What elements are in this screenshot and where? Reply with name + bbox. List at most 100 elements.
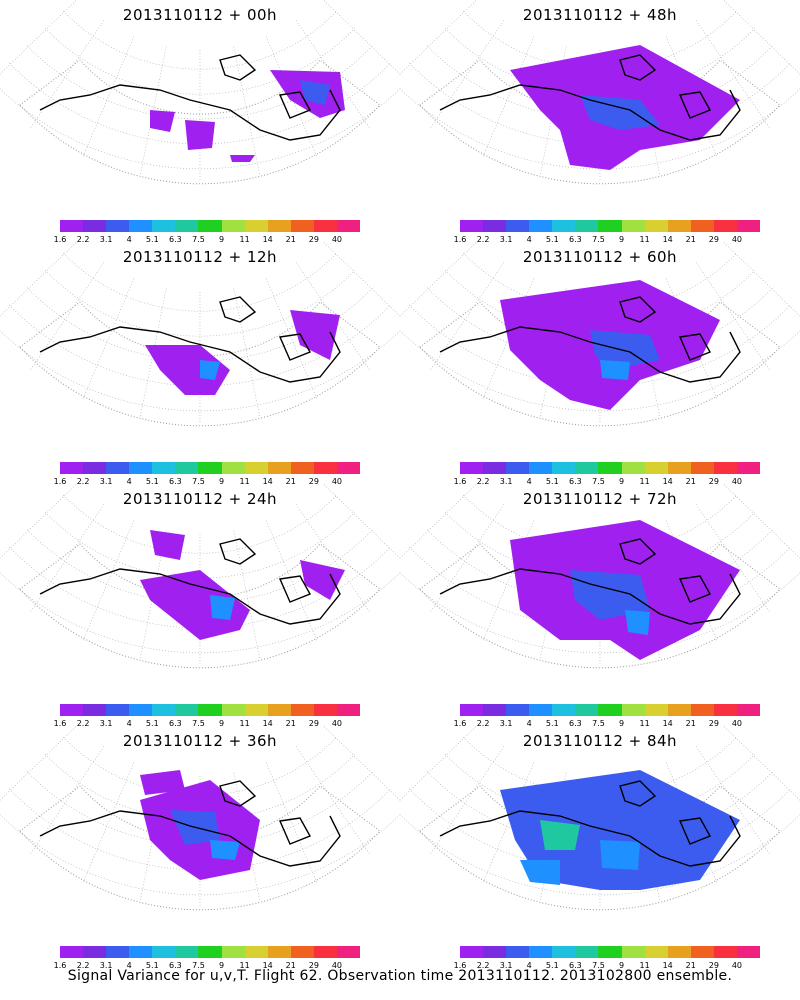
- variance-region: [230, 155, 255, 162]
- variance-region: [625, 610, 650, 635]
- colorbar-swatch: [529, 946, 553, 958]
- coastline: [439, 296, 741, 383]
- colorbar-swatch: [221, 220, 245, 232]
- panel-title: 2013110112 + 60h: [522, 248, 678, 266]
- colorbar-swatch: [83, 462, 107, 474]
- colorbar-label: 3.1: [499, 719, 513, 728]
- colorbar-label: 4: [526, 961, 532, 970]
- colorbar: [460, 704, 761, 716]
- colorbar-swatch: [244, 220, 268, 232]
- colorbar-label: 40: [331, 961, 343, 970]
- longitude-line: [233, 530, 260, 659]
- colorbar-label: 9: [618, 477, 625, 486]
- colorbar-swatch: [175, 946, 199, 958]
- panel-title: 2013110112 + 84h: [522, 732, 678, 750]
- colorbar-swatch: [575, 704, 599, 716]
- colorbar-label: 29: [308, 235, 319, 244]
- colorbar-label: 5.1: [145, 477, 159, 486]
- colorbar-swatch: [106, 704, 130, 716]
- longitude-line: [482, 36, 535, 157]
- longitude-line: [400, 726, 477, 801]
- colorbar-swatch: [644, 946, 668, 958]
- colorbar-swatch: [60, 704, 84, 716]
- colorbar-label: 14: [662, 719, 673, 728]
- colorbar-label: 11: [639, 477, 650, 486]
- colorbar-label: 9: [618, 235, 625, 244]
- colorbar-label: 5.1: [545, 235, 559, 244]
- colorbar-label: 3.1: [99, 719, 113, 728]
- longitude-line: [323, 726, 400, 801]
- panel-title: 2013110112 + 00h: [122, 6, 278, 24]
- colorbar-label: 4: [126, 719, 132, 728]
- latitude-line: [462, 494, 738, 554]
- colorbar-label: 1.6: [453, 719, 467, 728]
- colorbar-label: 1.6: [53, 477, 67, 486]
- latitude-line: [462, 252, 738, 312]
- variance-region: [185, 120, 215, 150]
- map-boundary: [419, 59, 781, 185]
- colorbar-label: 1.6: [53, 235, 67, 244]
- variance-region: [150, 530, 185, 560]
- colorbar-label: 14: [262, 235, 273, 244]
- colorbar-label: 7.5: [592, 235, 605, 244]
- colorbar-swatch: [575, 946, 599, 958]
- colorbar-swatch: [267, 462, 291, 474]
- colorbar-swatch: [129, 462, 153, 474]
- colorbar-label: 3.1: [499, 961, 513, 970]
- colorbar-label: 2.2: [476, 961, 490, 970]
- colorbar-swatch: [575, 220, 599, 232]
- colorbar-label: 29: [308, 719, 319, 728]
- longitude-line: [140, 288, 167, 417]
- colorbar-label: 2.2: [476, 477, 490, 486]
- colorbar-label: 5.1: [145, 961, 159, 970]
- colorbar-swatch: [129, 220, 153, 232]
- latitude-line: [62, 494, 338, 554]
- variance-region: [290, 310, 340, 360]
- colorbar-swatch: [506, 704, 530, 716]
- longitude-line: [482, 762, 535, 883]
- colorbar-swatch: [175, 704, 199, 716]
- colorbar-swatch: [198, 220, 222, 232]
- colorbar-label: 1.6: [53, 719, 67, 728]
- colorbar-swatch: [313, 704, 337, 716]
- longitude-line: [82, 520, 135, 641]
- polar-map: [400, 242, 800, 427]
- colorbar-label: 7.5: [192, 477, 205, 486]
- colorbar-label: 6.3: [169, 961, 182, 970]
- colorbar-label: 29: [708, 235, 719, 244]
- map-boundary: [19, 301, 381, 427]
- colorbar-label: 40: [731, 477, 743, 486]
- colorbar-swatch: [690, 946, 714, 958]
- colorbar-swatch: [106, 946, 130, 958]
- colorbar-swatch: [83, 704, 107, 716]
- colorbar-label: 40: [731, 719, 743, 728]
- longitude-line: [30, 504, 105, 612]
- variance-region: [200, 360, 220, 380]
- colorbar-label: 21: [685, 961, 696, 970]
- polar-map: [0, 726, 400, 911]
- colorbar-label: 3.1: [499, 477, 513, 486]
- colorbar: [460, 462, 761, 474]
- colorbar-swatch: [244, 704, 268, 716]
- colorbar-swatch: [713, 704, 737, 716]
- colorbar-label: 7.5: [592, 477, 605, 486]
- colorbar-label: 21: [685, 235, 696, 244]
- longitude-line: [400, 242, 477, 317]
- map-boundary: [19, 543, 381, 669]
- variance-region: [300, 80, 330, 105]
- colorbar-swatch: [667, 704, 691, 716]
- variance-region: [150, 110, 175, 132]
- colorbar-label: 5.1: [545, 719, 559, 728]
- colorbar-labels: 1.6 2.2 3.1 4 5.1 6.3 7.5 9 11 14 21 29 40: [454, 719, 760, 729]
- longitude-line: [695, 262, 770, 370]
- colorbar-label: 11: [639, 719, 650, 728]
- colorbar-swatch: [690, 704, 714, 716]
- longitude-line: [233, 46, 260, 175]
- colorbar-swatch: [644, 462, 668, 474]
- colorbar-swatch: [221, 462, 245, 474]
- map-panel: 2013110112 + 12h 1.6 2.2 3.1 4 5.1 6.3 7.5 9 11 14…: [0, 242, 400, 486]
- colorbar-swatch: [736, 462, 761, 474]
- latitude-line: [8, 546, 392, 629]
- polar-map: [0, 242, 400, 427]
- colorbar-swatch: [506, 946, 530, 958]
